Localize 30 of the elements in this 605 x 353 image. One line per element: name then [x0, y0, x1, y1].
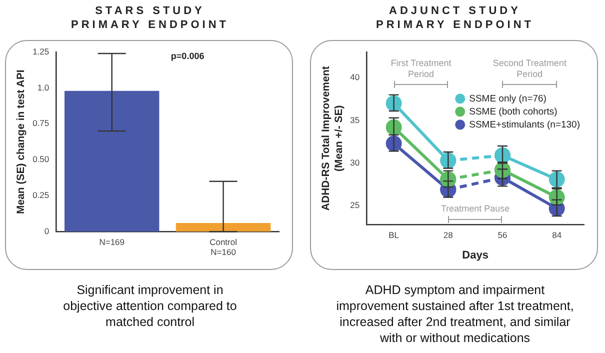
y-tick-label: 25 [350, 200, 360, 210]
y-tick-label: 30 [350, 157, 360, 168]
y-tick-label: 1.25 [32, 46, 50, 56]
y-tick-label: 40 [350, 72, 360, 82]
legend-label: SSME (both cohorts) [469, 106, 558, 118]
annotation: First Treatment Period [390, 58, 452, 79]
x-axis-title: Days [462, 249, 488, 262]
y-axis-title: Mean (SE) change in test API [15, 70, 28, 214]
annotation: p=0.006 [170, 51, 204, 62]
y-tick-label: 1.0 [37, 82, 50, 92]
legend-label: SSME+stimulants (n=130) [469, 119, 580, 130]
y-tick-label: 0.75 [32, 118, 50, 128]
x-tick-label: 56 [498, 230, 508, 240]
x-tick-label: 28 [443, 230, 454, 240]
annotation: Second Treatment Period [492, 58, 567, 79]
x-tick-label: 84 [552, 230, 562, 240]
y-tick-label: 35 [350, 114, 360, 125]
y-tick-label: 0.50 [32, 154, 50, 164]
text: ADHD symptom and impairment improvement sustained after 1st treatment, increased after 2nd treatment, and similar with or without medications [335, 282, 575, 346]
legend-label: SSME only (n=76) [469, 93, 546, 104]
chart-title: ADJUNCT STUDY PRIMARY ENDPOINT [374, 4, 535, 32]
y-axis-title: ADHD-RS Total Improvement (Mean +/- SE) [320, 66, 345, 211]
x-tick-label: N=169 [99, 237, 125, 248]
x-tick-label: BL [388, 230, 400, 240]
y-tick-label: 0 [44, 226, 50, 236]
x-tick-label: Control N=160 [210, 237, 238, 258]
text: Significant improvement in objective attention compared to matched control [62, 282, 238, 330]
y-tick-label: 0.25 [32, 190, 50, 200]
annotation: Treatment Pause [440, 204, 510, 214]
chart-title: STARS STUDY PRIMARY ENDPOINT [70, 4, 230, 32]
